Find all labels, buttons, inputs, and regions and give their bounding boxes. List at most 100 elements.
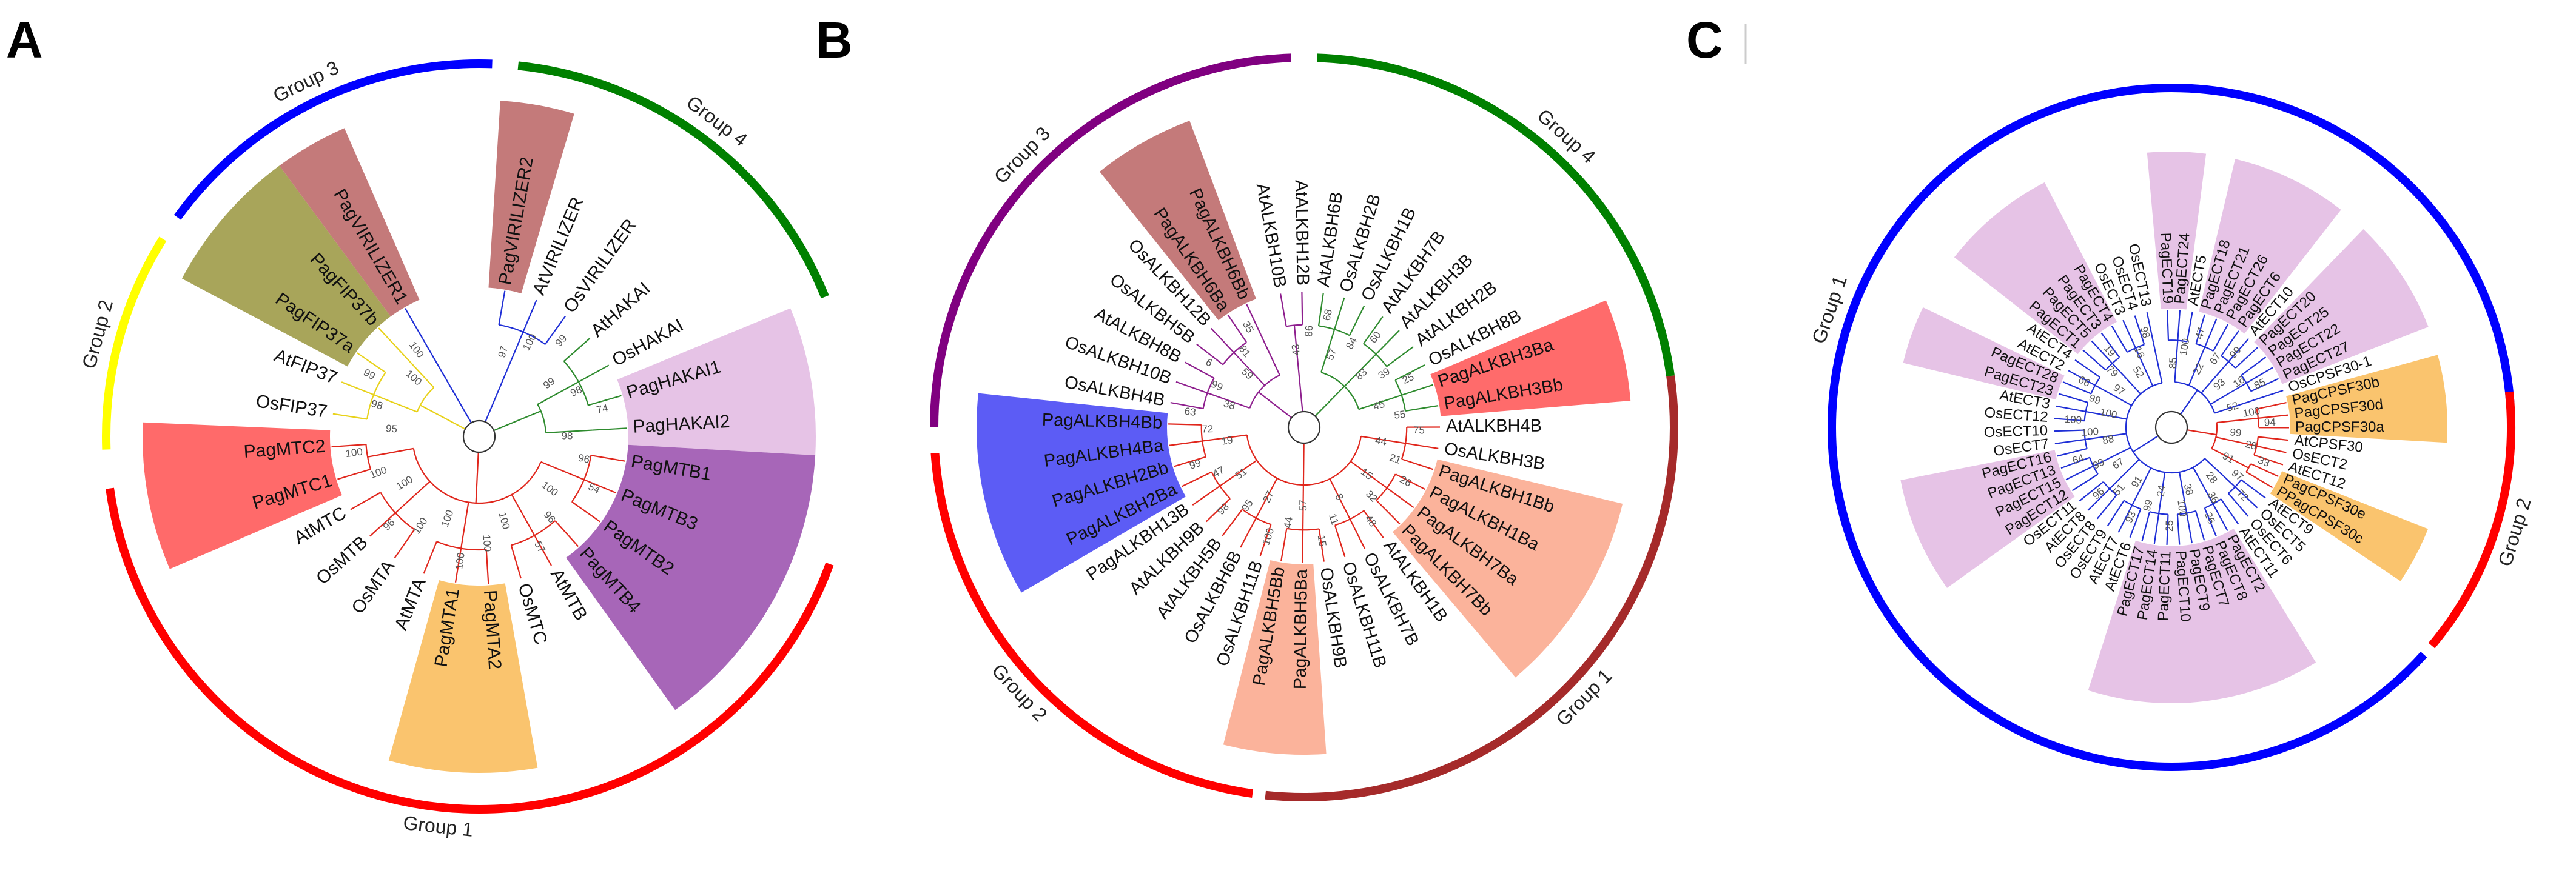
bootstrap-value: 100 — [496, 511, 512, 531]
branch — [2090, 376, 2101, 394]
branch — [2105, 356, 2120, 371]
branch — [2174, 340, 2179, 383]
bootstrap-value: 99 — [1209, 378, 1225, 393]
group-arc — [517, 61, 829, 299]
branch — [1318, 529, 1325, 562]
clade-highlight — [1954, 182, 2117, 355]
bootstrap-value: 21 — [1388, 452, 1402, 466]
leaf-pagect19: PagECT19 — [2157, 232, 2176, 304]
leaf-osfip37: OsFIP37 — [255, 391, 329, 422]
branch — [493, 410, 542, 432]
branch — [2228, 493, 2249, 517]
clade-highlight — [2088, 529, 2316, 703]
bootstrap-value: 39 — [1376, 366, 1392, 381]
clade-highlight — [1430, 300, 1631, 416]
bootstrap-value: 11 — [1327, 512, 1340, 526]
bootstrap-value: 19 — [1220, 434, 1234, 447]
branch — [571, 501, 601, 523]
leaf-pagalkbh5ba: PagALKBH5Ba — [1291, 569, 1311, 690]
branch — [1386, 487, 1414, 509]
branch — [2258, 436, 2288, 441]
bootstrap-value: 72 — [2235, 487, 2251, 504]
branch — [2241, 479, 2266, 499]
clade-highlight — [388, 580, 538, 773]
branch — [2134, 315, 2145, 345]
branch — [373, 394, 418, 413]
branch — [1297, 370, 1303, 412]
branch — [2213, 324, 2229, 352]
group-arc — [173, 59, 493, 220]
clade-highlight — [976, 393, 1186, 593]
branch — [522, 299, 537, 333]
branch — [1175, 381, 1208, 394]
bootstrap-value: 99 — [2088, 392, 2102, 407]
branch — [1219, 460, 1257, 487]
branch — [2074, 359, 2100, 378]
bootstrap-value: 27 — [1260, 489, 1276, 504]
branch — [2195, 510, 2205, 541]
leaf-pagmta2: PagMTA2 — [480, 589, 505, 670]
branch — [1280, 293, 1287, 327]
branch — [2253, 436, 2259, 456]
bootstrap-value: 100 — [2177, 338, 2191, 356]
branch — [2187, 429, 2217, 436]
branch — [2124, 500, 2141, 510]
branch — [2216, 436, 2257, 447]
branch — [1375, 330, 1400, 355]
bootstrap-value: 100 — [345, 446, 363, 460]
branch — [2085, 433, 2127, 441]
branch — [2174, 381, 2216, 413]
branch — [510, 545, 522, 579]
branch — [2221, 355, 2236, 369]
bootstrap-value: 26 — [2202, 510, 2218, 526]
branch — [1227, 314, 1248, 343]
branch — [350, 492, 381, 510]
bootstrap-value: 55 — [1393, 409, 1406, 421]
bootstrap-value: 100 — [394, 473, 415, 492]
branch — [2127, 344, 2145, 353]
branch — [2117, 504, 2133, 533]
branch — [1174, 456, 1206, 467]
branch — [1363, 510, 1384, 538]
branch — [2153, 513, 2160, 544]
branch — [2250, 463, 2279, 477]
branch — [1286, 324, 1303, 327]
branch — [367, 447, 414, 458]
branch — [2256, 402, 2287, 410]
bootstrap-value: 45 — [1372, 398, 1386, 412]
bootstrap-value: 72 — [1202, 423, 1213, 435]
branch — [1184, 361, 1215, 379]
branch — [1320, 329, 1336, 373]
bootstrap-value: 100 — [407, 339, 426, 360]
bootstrap-value: 57 — [532, 540, 548, 555]
group-label: Group 4 — [682, 91, 752, 150]
branch — [1360, 435, 1406, 444]
branch — [1205, 498, 1231, 523]
branch — [2141, 511, 2151, 542]
bootstrap-value: 91 — [2221, 450, 2236, 466]
branch — [460, 502, 469, 549]
bootstrap-value: 99 — [2141, 498, 2155, 513]
branch — [1329, 478, 1351, 520]
branch — [578, 364, 610, 383]
bootstrap-value: 100 — [2175, 499, 2188, 517]
group-label: Group 4 — [1533, 104, 1600, 167]
group-arc — [930, 453, 1254, 798]
bootstrap-value: 100 — [539, 479, 560, 498]
bootstrap-value: 38 — [2181, 483, 2195, 496]
branch — [2091, 340, 2113, 364]
bootstrap-value: 98 — [1215, 501, 1231, 517]
branch — [366, 372, 386, 419]
leaf-pagalkbh4bb: PagALKBH4Bb — [1041, 410, 1162, 433]
bootstrap-value: 99 — [362, 367, 377, 383]
bootstrap-value: 38 — [1222, 398, 1237, 412]
branch — [2188, 346, 2206, 386]
bootstrap-value: 48 — [1363, 513, 1379, 529]
bootstrap-value: 59 — [1239, 366, 1256, 382]
clade-highlight — [2199, 159, 2341, 334]
branch — [416, 387, 435, 412]
branch — [2058, 393, 2088, 403]
branch — [499, 324, 546, 345]
bootstrap-value: 54 — [587, 481, 602, 496]
